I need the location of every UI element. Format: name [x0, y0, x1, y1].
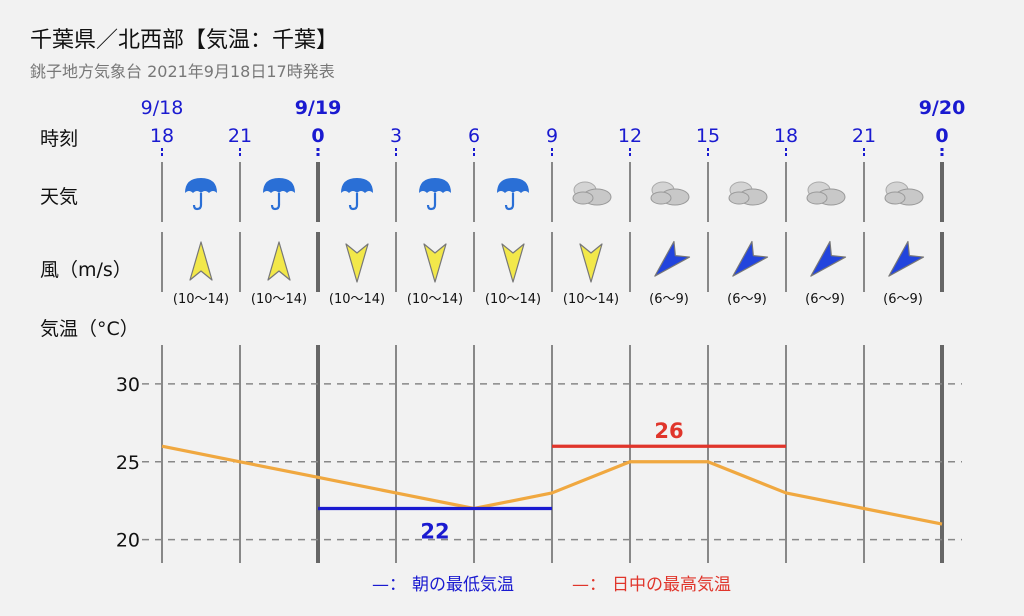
- cloud-front-left: [650, 191, 672, 205]
- cloud-front-left: [572, 191, 594, 205]
- hour-label: 21: [852, 125, 876, 147]
- temperature-line: [161, 444, 943, 526]
- timeline: 9/18 9/19 9/20 18 21 0 3 6 9 12 15 18 21 0: [141, 97, 966, 156]
- umbrella-icon: [263, 178, 295, 211]
- hour-label: 12: [618, 125, 642, 147]
- cloud-icon: [650, 181, 690, 206]
- wind-arrow-shape: [501, 243, 525, 283]
- wind-speed-label: (6〜9): [883, 292, 923, 307]
- date-label: 9/20: [919, 97, 966, 119]
- umbrella-handle: [504, 193, 515, 211]
- umbrella-canopy: [341, 178, 373, 193]
- wind-row: (10〜14) (10〜14) (10〜14) (10〜14) (10〜14) (10〜1…: [161, 232, 944, 307]
- wind-speed-label: (6〜9): [805, 292, 845, 307]
- y-tick-label: 20: [116, 530, 140, 552]
- temperature-grid: 20 25 30: [116, 345, 962, 563]
- cloud-front-left: [728, 191, 750, 205]
- min-temp-label: 22: [420, 520, 449, 544]
- wind-arrow-icon: [423, 243, 447, 283]
- hour-label: 0: [935, 125, 948, 147]
- hour-label: 6: [468, 125, 480, 147]
- hour-label: 0: [311, 125, 324, 147]
- wind-speed-label: (6〜9): [649, 292, 689, 307]
- wind-speed-label: (10〜14): [407, 292, 463, 307]
- weather-row: [161, 162, 944, 222]
- cloud-icon: [728, 181, 768, 206]
- wind-arrow-icon: [810, 240, 847, 277]
- y-tick-label: 30: [116, 374, 140, 396]
- wind-arrow-shape: [810, 240, 847, 277]
- umbrella-icon: [497, 178, 529, 211]
- wind-speed-label: (6〜9): [727, 292, 767, 307]
- wind-speed-label: (10〜14): [563, 292, 619, 307]
- chart-legend: —： 朝の最低気温 —： 日中の最高気温: [372, 575, 731, 595]
- wind-speed-label: (10〜14): [485, 292, 541, 307]
- temperature-plot: 22 26: [161, 419, 943, 544]
- wind-arrow-shape: [732, 240, 769, 277]
- hour-label: 15: [696, 125, 720, 147]
- legend-max-text: 日中の最高気温: [612, 575, 731, 595]
- hour-label: 18: [150, 125, 174, 147]
- cloud-front-left: [806, 191, 828, 205]
- hour-label: 21: [228, 125, 252, 147]
- legend-min-text: 朝の最低気温: [412, 575, 514, 595]
- wind-arrow-shape: [345, 243, 369, 283]
- wind-arrow-shape: [423, 243, 447, 283]
- cloud-icon: [806, 181, 846, 206]
- wind-speed-label: (10〜14): [173, 292, 229, 307]
- umbrella-canopy: [497, 178, 529, 193]
- wind-arrow-icon: [501, 243, 525, 283]
- wind-arrow-icon: [888, 240, 925, 277]
- y-tick-label: 25: [116, 452, 140, 474]
- page-subtitle: 銚子地方気象台 2021年9月18日17時発表: [30, 62, 335, 81]
- umbrella-handle: [348, 193, 359, 211]
- wind-arrow-icon: [189, 241, 213, 281]
- wind-arrow-icon: [732, 240, 769, 277]
- row-label-time: 時刻: [40, 128, 78, 150]
- legend-min-mark: —：: [372, 575, 406, 595]
- umbrella-handle: [426, 193, 437, 211]
- wind-speed-label: (10〜14): [251, 292, 307, 307]
- cloud-icon: [572, 181, 612, 206]
- wind-arrow-shape: [267, 241, 291, 281]
- max-temp-label: 26: [654, 419, 683, 443]
- wind-arrow-icon: [267, 241, 291, 281]
- wind-arrow-shape: [654, 240, 691, 277]
- umbrella-canopy: [263, 178, 295, 193]
- wind-arrow-icon: [579, 243, 603, 283]
- wind-arrow-icon: [345, 243, 369, 283]
- cloud-front-left: [884, 191, 906, 205]
- date-label: 9/18: [141, 97, 184, 119]
- wind-speed-label: (10〜14): [329, 292, 385, 307]
- date-label: 9/19: [295, 97, 342, 119]
- row-label-temp: 気温（°C）: [40, 318, 139, 340]
- row-label-wind: 風（m/s）: [40, 259, 132, 281]
- cloud-icon: [884, 181, 924, 206]
- wind-arrow-shape: [888, 240, 925, 277]
- hour-label: 18: [774, 125, 798, 147]
- umbrella-icon: [341, 178, 373, 211]
- umbrella-icon: [419, 178, 451, 211]
- legend-max-mark: —：: [572, 575, 606, 595]
- umbrella-canopy: [419, 178, 451, 193]
- umbrella-handle: [192, 193, 203, 211]
- umbrella-handle: [270, 193, 281, 211]
- wind-arrow-icon: [654, 240, 691, 277]
- hour-label: 3: [390, 125, 402, 147]
- row-label-weather: 天気: [40, 186, 78, 208]
- hour-label: 9: [546, 125, 558, 147]
- umbrella-canopy: [185, 178, 217, 193]
- page-title: 千葉県／北西部【気温：千葉】: [30, 28, 339, 53]
- wind-arrow-shape: [579, 243, 603, 283]
- umbrella-icon: [185, 178, 217, 211]
- wind-arrow-shape: [189, 241, 213, 281]
